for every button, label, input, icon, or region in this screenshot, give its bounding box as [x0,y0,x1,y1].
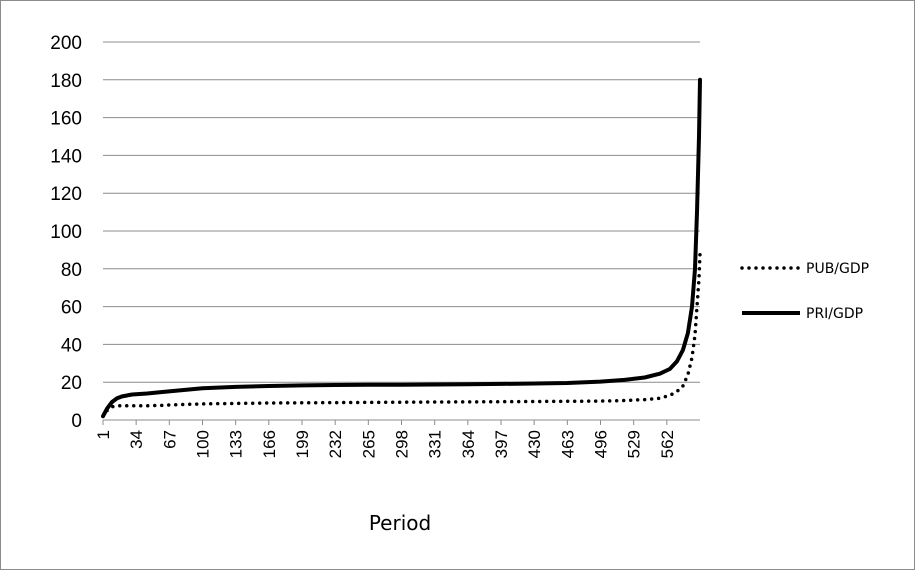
x-tick-label: 331 [426,430,445,458]
legend-label: PRI/GDP [806,306,863,322]
y-tick-label: 20 [61,373,82,394]
gridlines [103,41,700,421]
x-tick-label: 265 [359,430,378,458]
legend: PUB/GDP PRI/GDP [740,261,869,322]
y-axis: 0 20 40 60 80 100 120 140 160 180 200 [50,33,82,432]
y-tick-label: 40 [61,335,82,356]
x-tick-label: 232 [326,430,345,458]
y-tick-label: 160 [50,109,82,130]
x-tick-label: 397 [492,430,511,458]
y-tick-label: 60 [61,298,82,319]
x-tick-label: 496 [592,430,611,458]
series-line-pri-gdp [101,77,702,419]
x-tick-label: 67 [160,430,179,449]
x-tick-label: 430 [525,430,544,458]
x-tick-label: 1 [94,430,113,439]
y-tick-label: 100 [50,222,82,243]
x-axis-title: Period [369,511,431,535]
x-tick-label: 100 [194,430,213,458]
x-tick-label: 133 [227,430,246,458]
x-tick-label: 529 [625,430,644,458]
x-tick-label: 166 [260,430,279,458]
x-tick-label: 562 [658,430,677,458]
y-tick-label: 120 [50,184,82,205]
y-tick-label: 180 [50,71,82,92]
y-tick-label: 80 [61,260,82,281]
legend-label: PUB/GDP [806,261,869,277]
x-axis: 1 34 67 100 133 166 199 232 265 298 331 364 397 430 46… [94,419,700,458]
y-tick-label: 140 [50,146,82,167]
y-tick-label: 0 [71,411,82,432]
x-tick-label: 34 [127,430,146,449]
series-line-pub-gdp [101,251,702,418]
x-tick-label: 463 [558,430,577,458]
x-tick-label: 298 [393,430,412,458]
series-layer [101,77,702,419]
x-tick-label: 199 [293,430,312,458]
y-tick-label: 200 [50,33,82,54]
x-tick-label: 364 [459,430,478,458]
